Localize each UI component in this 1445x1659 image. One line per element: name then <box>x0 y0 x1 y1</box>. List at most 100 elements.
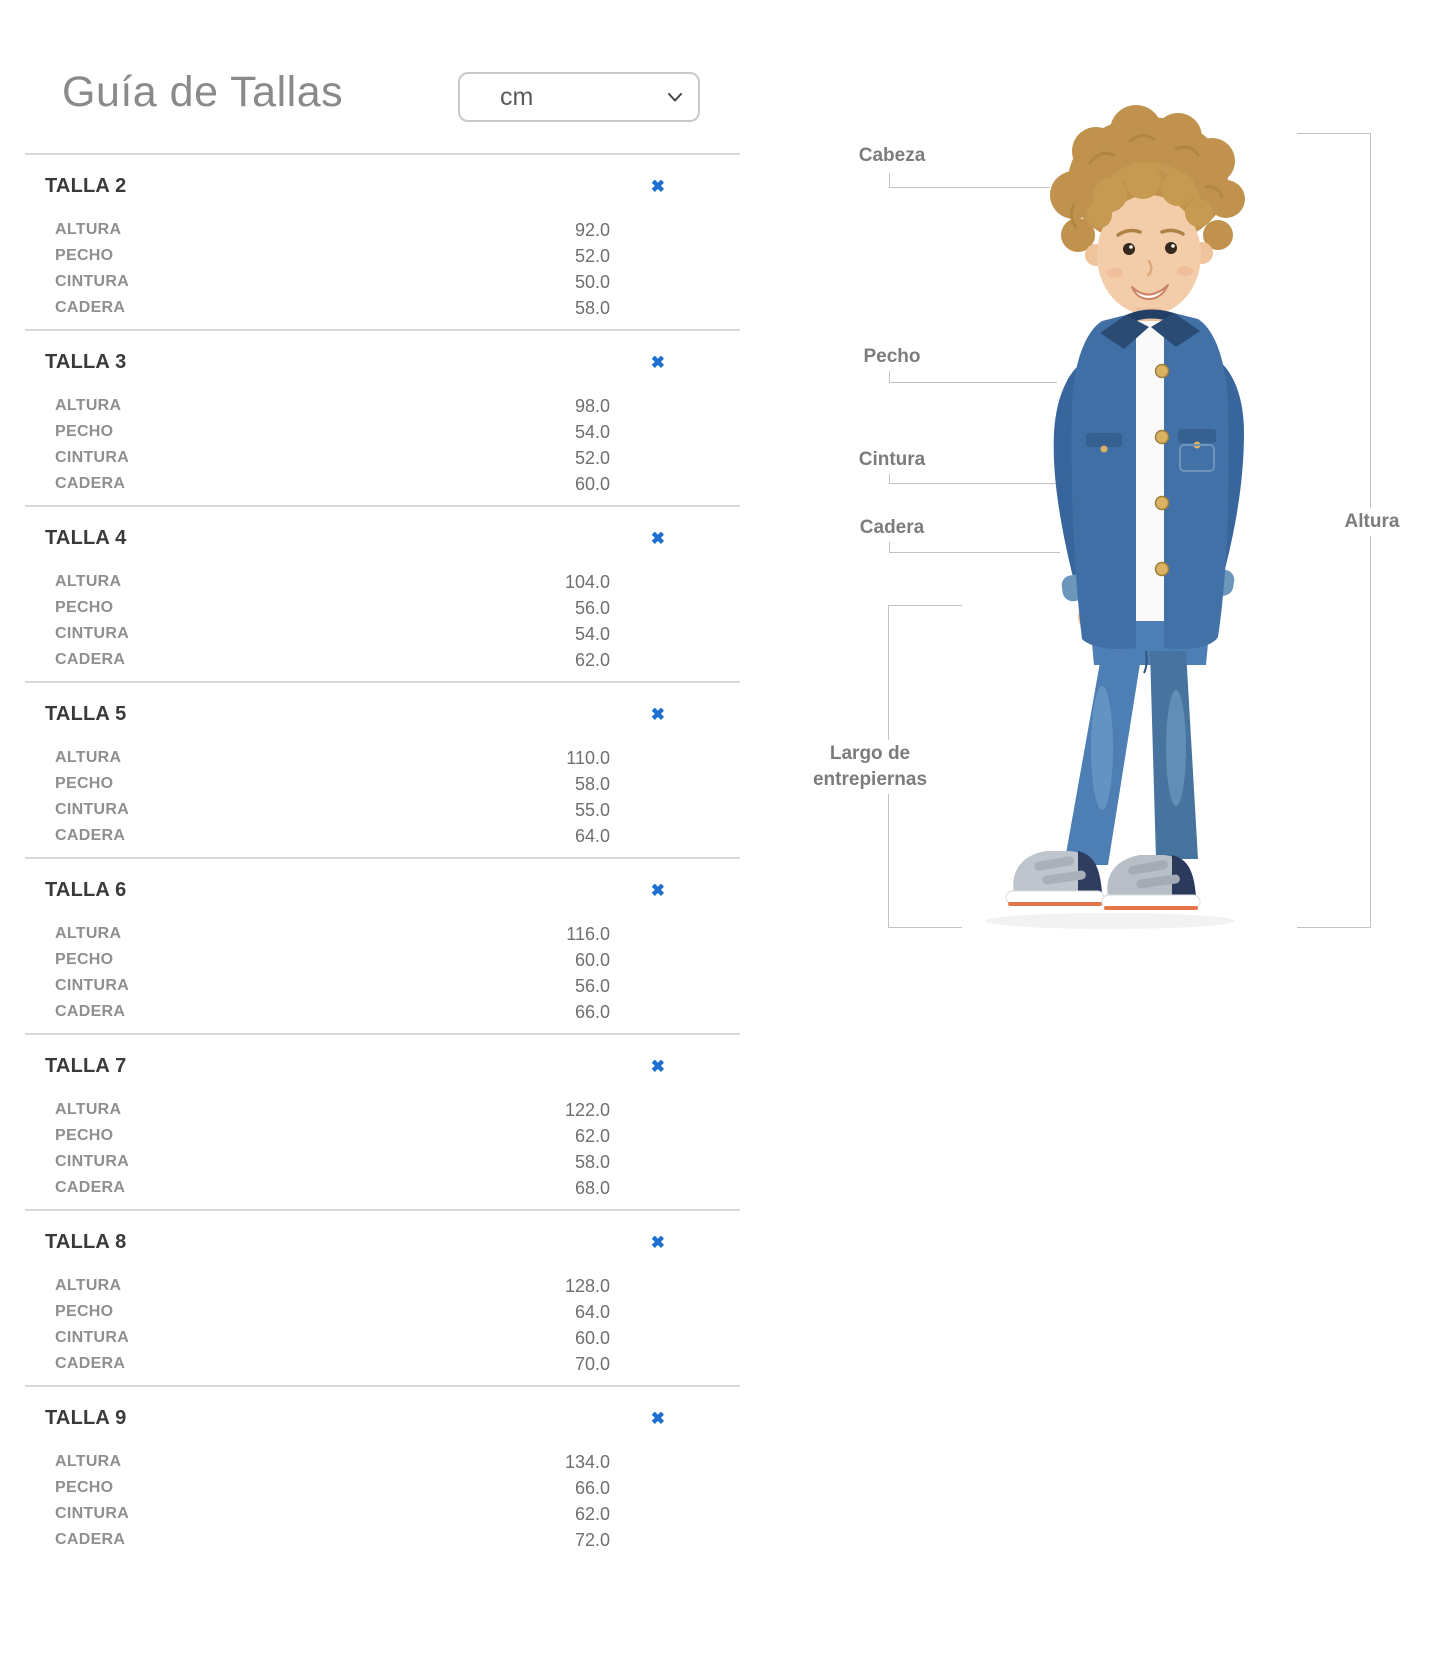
size-title: TALLA 3 <box>45 350 127 373</box>
close-icon: ✖ <box>650 528 665 548</box>
remove-size-button[interactable]: ✖ <box>651 354 665 371</box>
measurement-label: ALTURA <box>55 397 122 414</box>
measurement-row: ALTURA 104.0 <box>55 569 610 595</box>
size-section-talla-6: TALLA 6 ✖ ALTURA 116.0 PECHO 60.0 CINTURA 5… <box>25 859 740 1035</box>
remove-size-button[interactable]: ✖ <box>651 530 665 547</box>
measurement-value: 60.0 <box>574 1328 610 1348</box>
child-model-photo <box>985 105 1245 929</box>
measurement-label: CINTURA <box>55 1329 130 1346</box>
measurement-label: ALTURA <box>55 573 122 590</box>
altura-bracket-line <box>1297 133 1370 134</box>
close-icon: ✖ <box>650 880 665 900</box>
close-icon: ✖ <box>650 1408 665 1428</box>
measurement-value: 52.0 <box>574 448 610 468</box>
cadera-indicator-line <box>889 552 1060 553</box>
entrepierna-bracket-line <box>888 605 962 606</box>
unit-select-value: cm <box>500 82 534 111</box>
measurement-value: 66.0 <box>574 1478 610 1498</box>
measurement-label: CADERA <box>55 475 126 492</box>
measurement-label: CINTURA <box>55 1505 130 1522</box>
remove-size-button[interactable]: ✖ <box>651 1410 665 1427</box>
cadera-label: Cadera <box>855 514 929 542</box>
measurement-row: PECHO 52.0 <box>55 243 610 269</box>
unit-select[interactable]: cm <box>458 72 700 122</box>
remove-size-button[interactable]: ✖ <box>651 1234 665 1251</box>
size-section-talla-5: TALLA 5 ✖ ALTURA 110.0 PECHO 58.0 CINTURA 5… <box>25 683 740 859</box>
measurement-value: 104.0 <box>564 572 610 592</box>
size-section-talla-8: TALLA 8 ✖ ALTURA 128.0 PECHO 64.0 CINTURA 6… <box>25 1211 740 1387</box>
measurement-row: CADERA 72.0 <box>55 1527 610 1553</box>
largo-entrepiernas-label: Largo de entrepiernas <box>808 740 932 794</box>
measurement-value: 64.0 <box>574 1302 610 1322</box>
measurement-label: CINTURA <box>55 977 130 994</box>
measurement-label: ALTURA <box>55 749 122 766</box>
measurement-label: CINTURA <box>55 1153 130 1170</box>
cintura-indicator-line <box>889 471 890 483</box>
altura-label: Altura <box>1340 508 1404 536</box>
measurement-row: ALTURA 122.0 <box>55 1097 610 1123</box>
size-table: TALLA 2 ✖ ALTURA 92.0 PECHO 52.0 CINTURA 50… <box>25 153 740 1561</box>
measurement-value: 68.0 <box>574 1178 610 1198</box>
measurement-row: CINTURA 60.0 <box>55 1325 610 1351</box>
measurement-row: PECHO 56.0 <box>55 595 610 621</box>
size-section-talla-4: TALLA 4 ✖ ALTURA 104.0 PECHO 56.0 CINTURA 5… <box>25 507 740 683</box>
measurement-row: PECHO 60.0 <box>55 947 610 973</box>
measurement-row: ALTURA 98.0 <box>55 393 610 419</box>
measurement-row: CADERA 66.0 <box>55 999 610 1025</box>
close-icon: ✖ <box>650 1232 665 1252</box>
size-title: TALLA 2 <box>45 174 127 197</box>
measurement-label: CADERA <box>55 299 126 316</box>
measurement-row: CINTURA 62.0 <box>55 1501 610 1527</box>
measurement-label: PECHO <box>55 1127 114 1144</box>
cintura-indicator-line <box>889 483 1057 484</box>
measurement-label: PECHO <box>55 1303 114 1320</box>
measurement-value: 54.0 <box>574 624 610 644</box>
close-icon: ✖ <box>650 176 665 196</box>
cabeza-indicator-line <box>889 173 890 187</box>
pecho-indicator-line <box>889 369 890 382</box>
measurement-label: CINTURA <box>55 625 130 642</box>
measurement-label: CADERA <box>55 1531 126 1548</box>
measurement-row: PECHO 58.0 <box>55 771 610 797</box>
measurement-value: 98.0 <box>574 396 610 416</box>
measurement-value: 72.0 <box>574 1530 610 1550</box>
measurement-row: CADERA 70.0 <box>55 1351 610 1377</box>
measurement-value: 60.0 <box>574 474 610 494</box>
measurement-row: ALTURA 110.0 <box>55 745 610 771</box>
measurement-label: PECHO <box>55 599 114 616</box>
remove-size-button[interactable]: ✖ <box>651 882 665 899</box>
measurement-value: 92.0 <box>574 220 610 240</box>
measurement-label: CINTURA <box>55 801 130 818</box>
measurement-value: 128.0 <box>564 1276 610 1296</box>
measurement-label: PECHO <box>55 247 114 264</box>
measurement-row: PECHO 64.0 <box>55 1299 610 1325</box>
measurement-row: CINTURA 52.0 <box>55 445 610 471</box>
measurement-label: PECHO <box>55 951 114 968</box>
measurement-value: 58.0 <box>574 1152 610 1172</box>
measurement-label: CADERA <box>55 827 126 844</box>
remove-size-button[interactable]: ✖ <box>651 706 665 723</box>
measurement-row: CADERA 62.0 <box>55 647 610 673</box>
measurement-row: CINTURA 55.0 <box>55 797 610 823</box>
size-section-talla-2: TALLA 2 ✖ ALTURA 92.0 PECHO 52.0 CINTURA 50… <box>25 155 740 331</box>
size-section-talla-3: TALLA 3 ✖ ALTURA 98.0 PECHO 54.0 CINTURA 52… <box>25 331 740 507</box>
measurement-value: 54.0 <box>574 422 610 442</box>
measurement-row: CINTURA 50.0 <box>55 269 610 295</box>
chevron-down-icon <box>668 92 682 101</box>
measurement-value: 56.0 <box>574 976 610 996</box>
measurement-value: 55.0 <box>574 800 610 820</box>
remove-size-button[interactable]: ✖ <box>651 1058 665 1075</box>
measurement-value: 66.0 <box>574 1002 610 1022</box>
entrepierna-bracket-line <box>888 927 962 928</box>
measurement-value: 52.0 <box>574 246 610 266</box>
close-icon: ✖ <box>650 704 665 724</box>
measurement-value: 50.0 <box>574 272 610 292</box>
measurement-row: ALTURA 128.0 <box>55 1273 610 1299</box>
size-section-talla-9: TALLA 9 ✖ ALTURA 134.0 PECHO 66.0 CINTURA 6… <box>25 1387 740 1561</box>
measurement-label: PECHO <box>55 423 114 440</box>
size-title: TALLA 7 <box>45 1054 127 1077</box>
cintura-label: Cintura <box>854 446 930 474</box>
measurement-value: 56.0 <box>574 598 610 618</box>
remove-size-button[interactable]: ✖ <box>651 178 665 195</box>
measurement-label: ALTURA <box>55 925 122 942</box>
